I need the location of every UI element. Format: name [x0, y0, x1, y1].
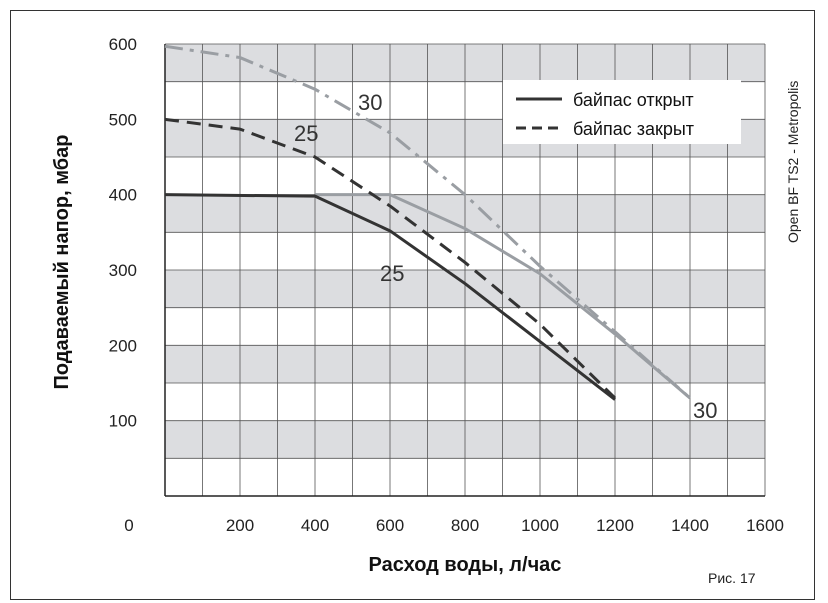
legend-label-closed: байпас закрыт	[573, 119, 694, 139]
annotation-25-upper: 25	[294, 121, 318, 146]
figure-frame	[10, 10, 815, 600]
x-tick-label: 200	[226, 516, 254, 535]
side-label: Open BF TS2 - Metropolis	[785, 81, 801, 243]
annotation-25-lower: 25	[380, 261, 404, 286]
y-tick-label: 400	[109, 186, 137, 205]
y-tick-label: 500	[109, 110, 137, 129]
series-line-1	[315, 193, 691, 400]
legend-label-open: байпас открыт	[573, 90, 694, 110]
annotation-30-lower: 30	[693, 398, 717, 423]
x-tick-label: 1000	[521, 516, 559, 535]
y-axis-title: Подаваемый напор, мбар	[51, 135, 73, 390]
x-tick-label: 1600	[746, 516, 784, 535]
legend: байпас открыт байпас закрыт	[503, 80, 741, 144]
y-tick-label: 600	[109, 35, 137, 54]
x-tick-labels: 0 200 400 600 800 1000 1200 1400 1600	[124, 516, 784, 535]
x-tick-label: 600	[376, 516, 404, 535]
y-tick-labels: 100 200 300 400 500 600	[109, 35, 137, 431]
legend-box	[503, 80, 741, 144]
x-tick-label: 800	[451, 516, 479, 535]
x-tick-label: 1200	[596, 516, 634, 535]
x-axis-title: Расход воды, л/час	[369, 554, 562, 576]
series-lines	[164, 44, 691, 401]
y-tick-label: 100	[109, 412, 137, 431]
annotation-30-upper: 30	[358, 90, 382, 115]
x-tick-label: 1400	[671, 516, 709, 535]
y-tick-label: 300	[109, 261, 137, 280]
x-tick-label: 400	[301, 516, 329, 535]
series-line-3	[164, 44, 691, 400]
series-line-2	[164, 193, 616, 401]
figure-label: Рис. 17	[708, 570, 756, 586]
y-tick-label: 200	[109, 336, 137, 355]
x-tick-label: 0	[124, 516, 133, 535]
